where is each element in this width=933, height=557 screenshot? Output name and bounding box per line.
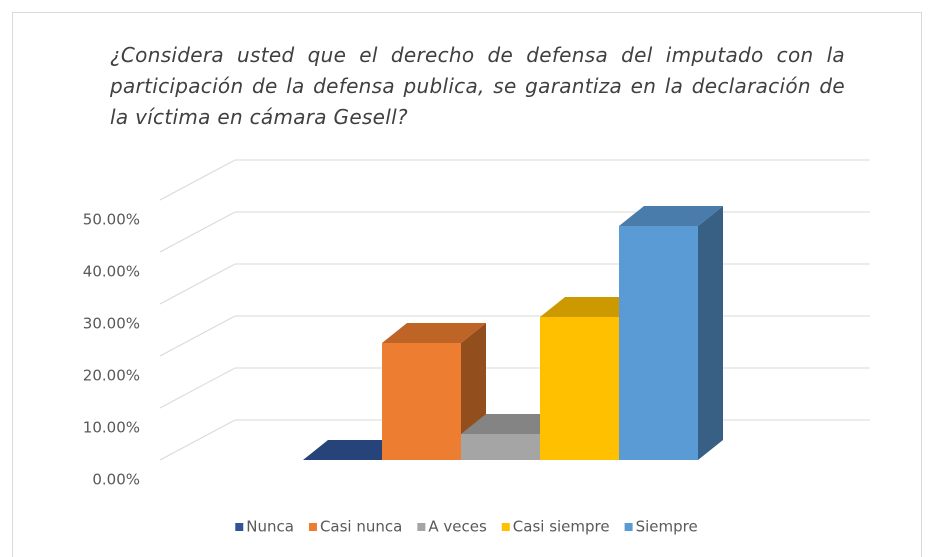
legend-label: Casi nunca bbox=[320, 518, 402, 536]
y-tick-label: 20.00% bbox=[83, 367, 140, 385]
legend-label: Nunca bbox=[246, 518, 294, 536]
legend-label: A veces bbox=[428, 518, 487, 536]
bar-top bbox=[619, 206, 723, 226]
bar-side bbox=[698, 206, 723, 460]
bar bbox=[461, 434, 540, 460]
y-tick-label: 10.00% bbox=[83, 419, 140, 437]
legend-swatch bbox=[624, 523, 633, 531]
grid-line bbox=[159, 367, 870, 409]
y-tick-label: 30.00% bbox=[83, 315, 140, 333]
bar-top bbox=[540, 297, 644, 317]
bar bbox=[382, 343, 461, 460]
grid-line bbox=[159, 315, 870, 357]
legend-swatch bbox=[417, 523, 426, 531]
grid-line bbox=[159, 159, 870, 201]
y-tick-label: 50.00% bbox=[83, 211, 140, 229]
bar bbox=[540, 317, 619, 460]
grid-line bbox=[159, 263, 870, 305]
bar-top bbox=[303, 440, 407, 460]
legend-label: Casi siempre bbox=[513, 518, 610, 536]
legend-swatch bbox=[308, 523, 317, 531]
legend-swatch bbox=[235, 523, 244, 531]
chart-title: ¿Considera usted que el derecho de defen… bbox=[110, 43, 845, 129]
chart-frame bbox=[12, 12, 922, 557]
bar-top bbox=[382, 323, 486, 343]
bar-top bbox=[461, 414, 565, 434]
bar bbox=[619, 226, 698, 460]
grid-line bbox=[159, 211, 870, 253]
legend-swatch bbox=[501, 523, 510, 531]
legend-label: Siempre bbox=[636, 518, 698, 536]
y-tick-label: 40.00% bbox=[83, 263, 140, 281]
legend: Nunca Casi nunca A veces Casi siempre Siempr… bbox=[235, 518, 698, 536]
y-tick-label: 0.00% bbox=[92, 471, 140, 489]
